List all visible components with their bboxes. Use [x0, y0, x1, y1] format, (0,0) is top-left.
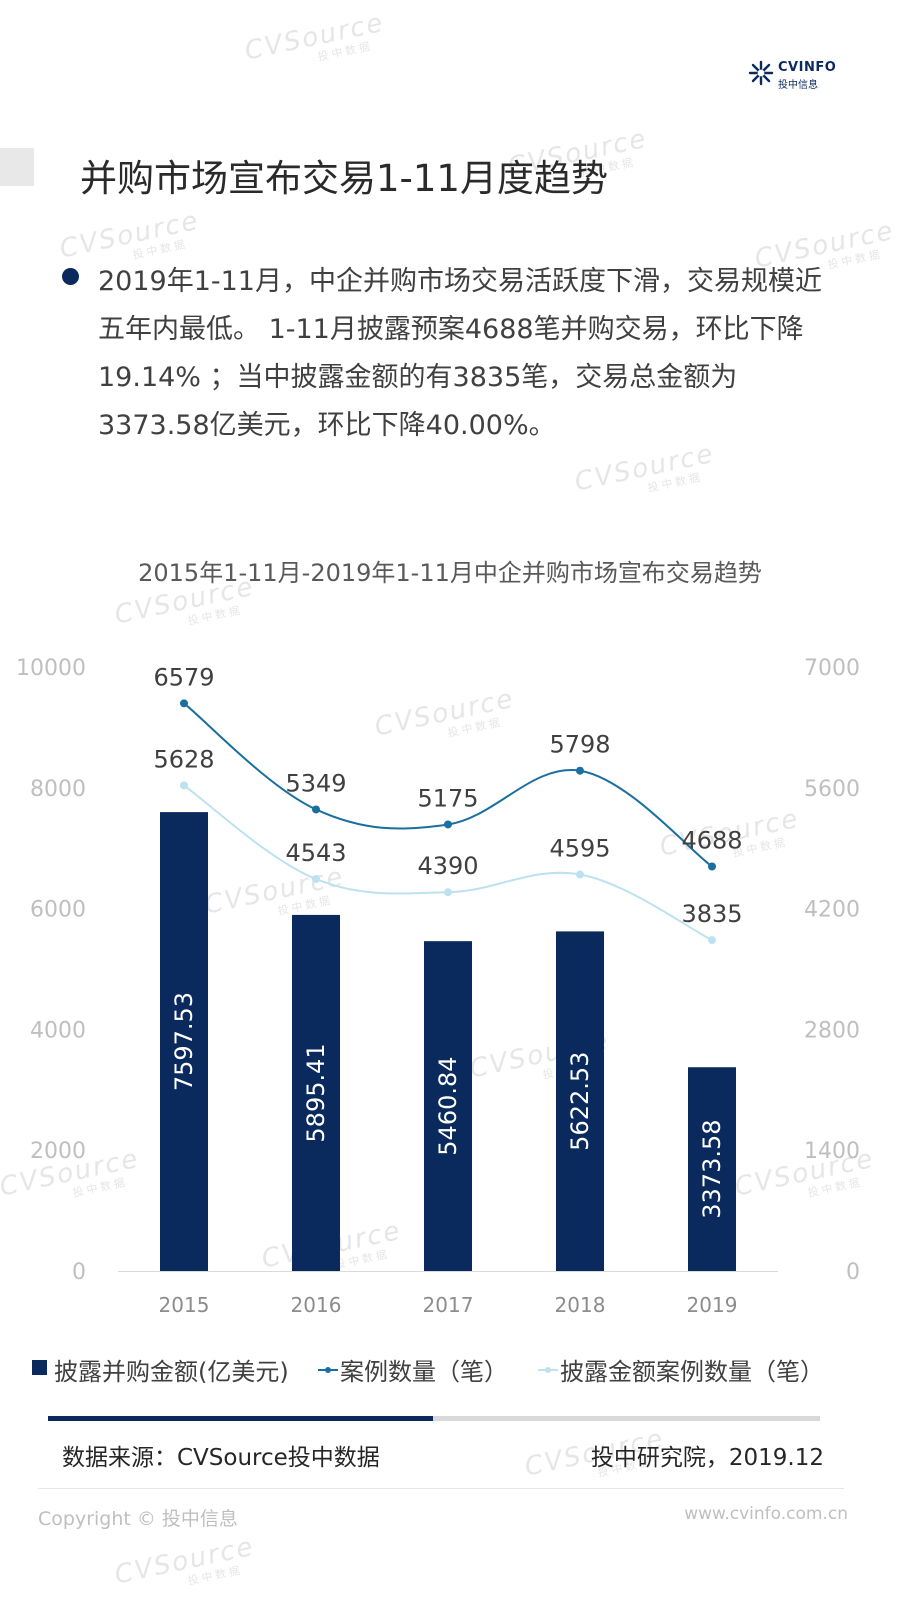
- line-point: [180, 781, 188, 790]
- bar-data-label: 7597.53: [170, 992, 198, 1091]
- y-left-tick-label: 4000: [30, 1018, 86, 1043]
- logo-name: CVINFO: [778, 60, 837, 75]
- line-data-label: 4543: [285, 839, 346, 867]
- legend-swatch-line-icon: [318, 1367, 338, 1373]
- x-tick-label: 2015: [159, 1293, 210, 1317]
- line-point: [708, 862, 716, 871]
- y-right-tick-label: 4200: [804, 898, 860, 923]
- y-left-tick-label: 6000: [30, 898, 86, 923]
- y-right-tick-label: 7000: [804, 656, 860, 681]
- chart-legend: 披露并购金额(亿美元) 案例数量（笔） 披露金额案例数量（笔）: [32, 1350, 892, 1386]
- divider: [433, 1416, 820, 1421]
- divider: [48, 1416, 433, 1421]
- bullet-dot-icon: [62, 268, 79, 285]
- line-data-label: 5628: [153, 745, 214, 773]
- line-data-label: 4390: [417, 852, 478, 880]
- bar-data-label: 5460.84: [434, 1056, 462, 1155]
- line-point: [708, 936, 716, 945]
- legend-label: 案例数量（笔）: [340, 1358, 508, 1386]
- bar-data-label: 5895.41: [302, 1043, 330, 1142]
- line-point: [444, 888, 452, 897]
- bar: [292, 914, 340, 1271]
- bar: [556, 931, 604, 1271]
- legend-swatch-line-icon: [538, 1367, 558, 1373]
- y-left-tick-label: 10000: [16, 656, 86, 681]
- y-left-tick-label: 2000: [30, 1139, 86, 1164]
- line-data-label: 5349: [285, 769, 346, 797]
- copyright: Copyright © 投中信息: [38, 1508, 238, 1530]
- line-data-label: 5798: [549, 731, 610, 759]
- x-tick-label: 2017: [423, 1293, 474, 1317]
- bar: [424, 941, 472, 1271]
- report-credit: 投中研究院，2019.12: [590, 1445, 824, 1471]
- footer-divider: [38, 1488, 844, 1489]
- y-left-tick-label: 8000: [30, 777, 86, 802]
- legend-swatch-bar-icon: [32, 1360, 47, 1375]
- combo-chart: 0 2000 4000 6000 8000 10000 0 1400 2800 4200 5600 7…: [16, 656, 860, 1317]
- chart-title: 2015年1-11月-2019年1-11月中企并购市场宣布交易趋势: [138, 559, 762, 587]
- bar: [688, 1067, 736, 1271]
- line-point: [180, 699, 188, 708]
- line-point: [312, 805, 320, 814]
- line-data-label: 6579: [153, 663, 214, 691]
- line-data-label: 4595: [549, 835, 610, 863]
- x-tick-label: 2016: [291, 1293, 342, 1317]
- line-data-label: 5175: [417, 784, 478, 812]
- bar: [160, 812, 208, 1271]
- title-accent-bar: [0, 148, 34, 186]
- page-title: 并购市场宣布交易1-11月度趋势: [80, 157, 608, 200]
- legend-label: 披露金额案例数量（笔）: [560, 1358, 824, 1386]
- line-data-label: 4688: [681, 826, 742, 854]
- x-tick-label: 2018: [555, 1293, 606, 1317]
- y-right-tick-label: 5600: [804, 777, 860, 802]
- line-point: [444, 820, 452, 829]
- sunburst-icon: [748, 60, 774, 86]
- y-right-tick-label: 2800: [804, 1018, 860, 1043]
- bar-data-label: 3373.58: [698, 1119, 726, 1218]
- data-source: 数据来源：CVSource投中数据: [62, 1445, 380, 1471]
- bar-data-label: 5622.53: [566, 1052, 594, 1151]
- line-point: [312, 875, 320, 884]
- y-right-tick-label: 1400: [804, 1139, 860, 1164]
- x-tick-label: 2019: [687, 1293, 738, 1317]
- y-right-tick-label: 0: [846, 1260, 860, 1285]
- website-link[interactable]: www.cvinfo.com.cn: [684, 1504, 848, 1524]
- line-data-label: 3835: [681, 900, 742, 928]
- logo-subtitle: 投中信息: [778, 80, 818, 91]
- summary-paragraph: 2019年1-11月，中企并购市场交易活跃度下滑，交易规模近五年内最低。 1-1…: [98, 266, 822, 441]
- y-left-tick-label: 0: [72, 1260, 86, 1285]
- legend-label: 披露并购金额(亿美元): [54, 1358, 289, 1386]
- brand-logo: CVINFO 投中信息: [748, 56, 838, 92]
- line-point: [576, 870, 584, 879]
- line-point: [576, 766, 584, 775]
